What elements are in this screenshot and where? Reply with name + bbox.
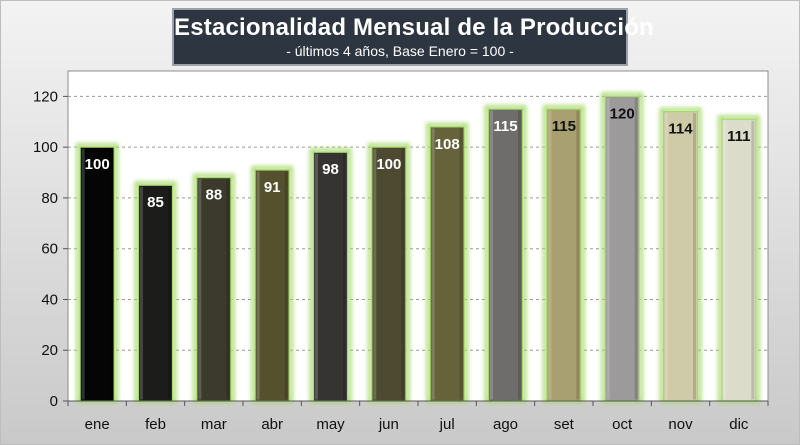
chart-title: Estacionalidad Mensual de la Producción xyxy=(174,14,654,41)
bar-dic xyxy=(721,118,757,402)
x-tick-label: ene xyxy=(85,416,110,433)
x-tick-label: nov xyxy=(668,416,693,433)
x-tick-label: abr xyxy=(261,416,283,433)
y-tick-label: 120 xyxy=(33,88,58,105)
y-tick-label: 20 xyxy=(41,342,58,359)
chart-title-box: Estacionalidad Mensual de la Producción … xyxy=(172,8,654,66)
x-tick-label: feb xyxy=(145,416,166,433)
x-tick-label: mar xyxy=(201,416,227,433)
bar-bevel-shade xyxy=(518,110,521,400)
bar-bevel-shade xyxy=(576,110,580,400)
bar-value-label: 91 xyxy=(264,179,281,196)
y-tick-label: 40 xyxy=(41,291,58,308)
bar-jul xyxy=(429,126,465,402)
bar-value-label: 111 xyxy=(727,128,750,145)
chart-subtitle: - últimos 4 años, Base Enero = 100 - xyxy=(286,43,514,59)
y-tick-label: 80 xyxy=(41,190,58,207)
bar-bevel-shade xyxy=(109,148,113,400)
bar-bevel-highlight xyxy=(198,179,202,400)
bar-bevel-shade xyxy=(168,186,171,400)
bar-feb xyxy=(137,184,174,402)
bar-value-labels: 100 85 88 91 98 100 108 115 115 120 114 111 xyxy=(85,105,751,211)
bar-value-label: 108 xyxy=(435,136,460,153)
bar-jun xyxy=(371,146,407,402)
bar-bevel-shade xyxy=(343,153,346,400)
y-axis: 0 20 40 60 80 100 120 xyxy=(33,88,68,410)
x-tick-label: dic xyxy=(729,416,749,433)
bar-mar xyxy=(196,177,232,402)
y-tick-label: 60 xyxy=(41,241,58,258)
bar-bevel-highlight xyxy=(490,110,493,400)
bar-value-label: 115 xyxy=(493,118,517,135)
bar-bevel-highlight xyxy=(548,110,552,400)
bar-bevel-shade xyxy=(226,179,230,400)
bar-value-label: 85 xyxy=(147,194,164,211)
bar-bevel-shade xyxy=(751,120,755,400)
bar-set xyxy=(546,108,582,402)
x-tick-label: may xyxy=(316,416,345,433)
bar-value-label: 88 xyxy=(205,187,222,204)
bar-nov xyxy=(662,111,699,402)
bar-value-label: 115 xyxy=(552,118,576,135)
bar-ago xyxy=(487,108,524,402)
bar-bevel-highlight xyxy=(606,97,610,400)
bar-bevel-highlight xyxy=(431,128,435,400)
x-tick-label: set xyxy=(554,416,575,433)
bar-bevel-shade xyxy=(634,97,638,400)
x-tick-label: jun xyxy=(378,416,399,433)
gridlines xyxy=(68,95,768,351)
x-tick-label: ago xyxy=(493,416,518,433)
bar-ene xyxy=(79,146,115,402)
bar-value-label: 100 xyxy=(376,156,401,173)
bar-value-label: 98 xyxy=(322,161,339,178)
bar-bevel-shade xyxy=(693,113,696,400)
bar-value-label: 114 xyxy=(668,121,693,138)
bar-bevel-highlight xyxy=(373,148,377,400)
bar-bevel-highlight xyxy=(723,120,727,400)
bar-abr xyxy=(254,169,290,402)
y-tick-label: 0 xyxy=(50,393,58,410)
bars xyxy=(76,92,760,403)
bar-value-label: 100 xyxy=(85,156,110,173)
x-tick-label: oct xyxy=(612,416,633,433)
x-tick-label: jul xyxy=(439,416,455,433)
x-axis: ene feb mar abr may jun jul ago set oct nov dic xyxy=(67,400,769,433)
bar-bevel-highlight xyxy=(81,148,85,400)
bar-bevel-highlight xyxy=(665,113,668,400)
bar-bevel-highlight xyxy=(140,186,143,400)
bar-oct xyxy=(604,95,640,402)
bar-bevel-highlight xyxy=(315,153,318,400)
plot-area xyxy=(67,70,769,402)
bar-bevel-shade xyxy=(459,128,463,400)
bar-bevel-highlight xyxy=(256,171,260,400)
y-tick-label: 100 xyxy=(33,139,58,156)
bar-value-label: 120 xyxy=(610,105,635,122)
bar-bevel-shade xyxy=(284,171,288,400)
bar-bevel-shade xyxy=(401,148,405,400)
bar-may xyxy=(312,151,349,402)
